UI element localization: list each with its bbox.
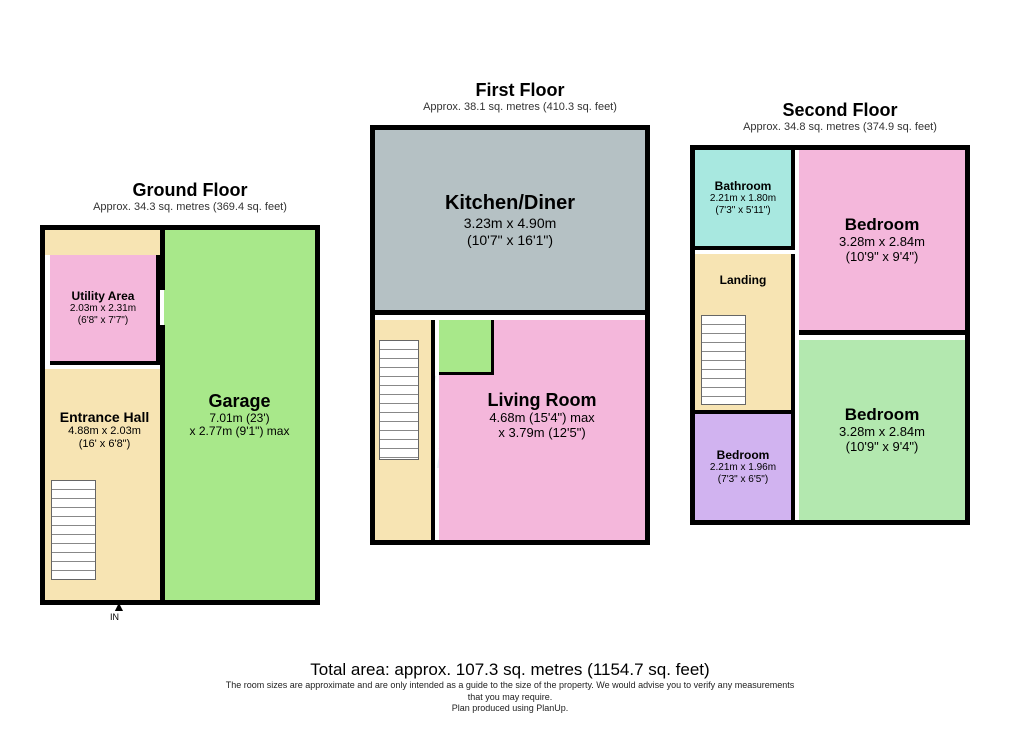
- room-bathroom: Bathroom 2.21m x 1.80m (7'3" x 5'11"): [695, 150, 795, 250]
- room-utility-name: Utility Area: [72, 290, 135, 304]
- room-living-dim2: x 3.79m (12'5"): [439, 426, 645, 441]
- second-floor-plan: Bathroom 2.21m x 1.80m (7'3" x 5'11") La…: [690, 145, 970, 525]
- second-stairs: [701, 315, 746, 405]
- ground-floor-title: Ground Floor: [40, 180, 340, 201]
- room-bed3-name: Bedroom: [717, 449, 770, 463]
- room-entrance-dim2: (16' x 6'8"): [45, 438, 164, 451]
- hall-fill-top: [45, 230, 164, 255]
- disclaimer-line1: The room sizes are approximate and are o…: [0, 680, 1020, 692]
- disclaimer-line2: that you may require.: [0, 692, 1020, 704]
- room-kitchen-dim2: (10'7" x 16'1"): [467, 232, 553, 248]
- total-area-text: Total area: approx. 107.3 sq. metres (11…: [0, 660, 1020, 680]
- room-utility-dim: 2.03m x 2.31m: [70, 303, 136, 315]
- ground-floor-subtitle: Approx. 34.3 sq. metres (369.4 sq. feet): [40, 201, 340, 213]
- room-bed1: Bedroom 3.28m x 2.84m (10'9" x 9'4"): [799, 150, 965, 335]
- first-floor-plan: Kitchen/Diner 3.23m x 4.90m (10'7" x 16'…: [370, 125, 650, 545]
- entry-label: IN: [110, 612, 119, 622]
- room-bed2: Bedroom 3.28m x 2.84m (10'9" x 9'4"): [799, 340, 965, 520]
- room-bathroom-dim: 2.21m x 1.80m: [710, 193, 776, 205]
- room-entrance-name: Entrance Hall: [45, 409, 164, 425]
- footer: Total area: approx. 107.3 sq. metres (11…: [0, 660, 1020, 715]
- room-bed1-dim: 3.28m x 2.84m: [839, 235, 925, 250]
- room-bed3-dim2: (7'3" x 6'5"): [718, 474, 768, 486]
- room-garage-dim: 7.01m (23'): [209, 412, 269, 426]
- room-kitchen-name: Kitchen/Diner: [445, 192, 575, 215]
- room-living-name: Living Room: [439, 390, 645, 411]
- room-bed2-dim2: (10'9" x 9'4"): [846, 440, 919, 455]
- room-bathroom-dim2: (7'3" x 5'11"): [715, 205, 770, 217]
- room-bed3: Bedroom 2.21m x 1.96m (7'3" x 6'5"): [695, 410, 795, 520]
- room-bed1-dim2: (10'9" x 9'4"): [846, 250, 919, 265]
- first-stairs: [379, 340, 419, 460]
- room-kitchen: Kitchen/Diner 3.23m x 4.90m (10'7" x 16'…: [375, 130, 645, 315]
- ground-floor-block: Ground Floor Approx. 34.3 sq. metres (36…: [40, 180, 340, 605]
- room-garage-name: Garage: [208, 391, 270, 412]
- ground-wall-2: [160, 325, 165, 600]
- second-floor-title: Second Floor: [690, 100, 990, 121]
- room-landing-name: Landing: [695, 274, 791, 288]
- room-entrance-dim: 4.88m x 2.03m: [45, 425, 164, 438]
- room-bed2-dim: 3.28m x 2.84m: [839, 425, 925, 440]
- first-floor-subtitle: Approx. 38.1 sq. metres (410.3 sq. feet): [370, 101, 670, 113]
- room-kitchen-dim: 3.23m x 4.90m: [464, 215, 557, 231]
- room-bed3-dim: 2.21m x 1.96m: [710, 462, 776, 474]
- first-floor-title: First Floor: [370, 80, 670, 101]
- second-floor-block: Second Floor Approx. 34.8 sq. metres (37…: [690, 100, 990, 525]
- room-bed1-name: Bedroom: [845, 215, 920, 235]
- room-utility-dim2: (6'8" x 7'7"): [78, 315, 128, 327]
- first-green-notch: [439, 320, 494, 375]
- ground-stairs: [51, 480, 96, 580]
- second-floor-subtitle: Approx. 34.8 sq. metres (374.9 sq. feet): [690, 121, 990, 133]
- room-bed2-name: Bedroom: [845, 405, 920, 425]
- ground-floor-plan: Utility Area 2.03m x 2.31m (6'8" x 7'7")…: [40, 225, 320, 605]
- first-floor-block: First Floor Approx. 38.1 sq. metres (410…: [370, 80, 670, 545]
- room-garage: Garage 7.01m (23') x 2.77m (9'1") max: [164, 230, 315, 600]
- room-garage-dim2: x 2.77m (9'1") max: [190, 425, 290, 439]
- room-utility: Utility Area 2.03m x 2.31m (6'8" x 7'7"): [50, 255, 160, 365]
- disclaimer-line3: Plan produced using PlanUp.: [0, 703, 1020, 715]
- room-bathroom-name: Bathroom: [715, 180, 772, 194]
- room-living-dim: 4.68m (15'4") max: [439, 411, 645, 426]
- ground-wall-1: [160, 230, 165, 290]
